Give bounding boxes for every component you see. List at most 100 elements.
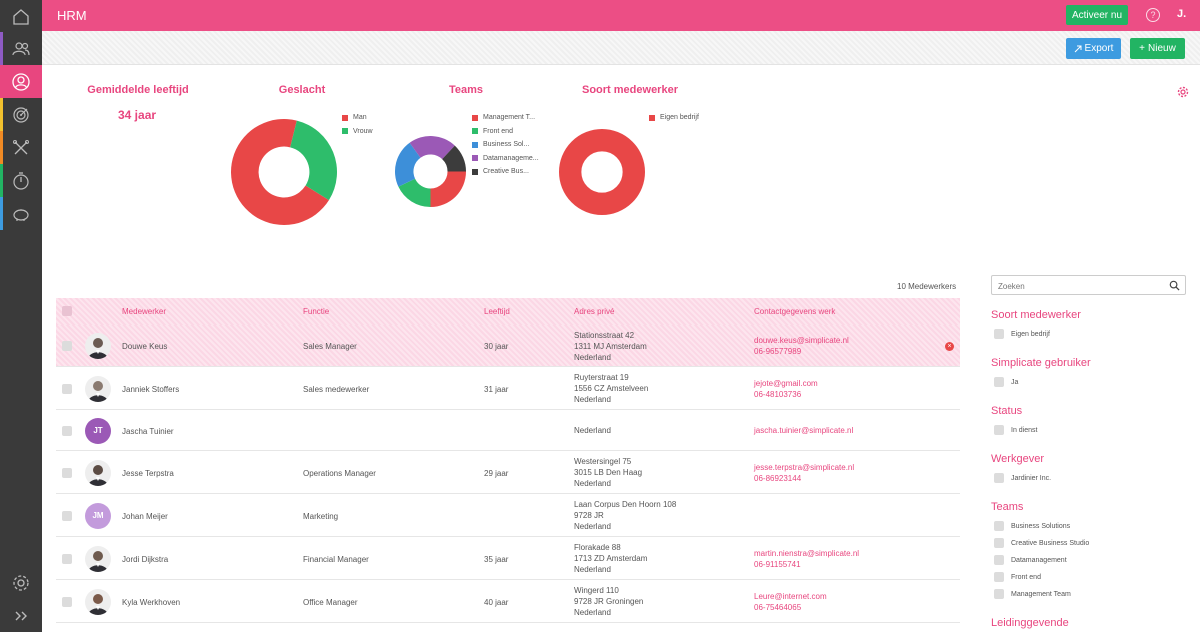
filter-option[interactable]: Management Team <box>994 589 1071 599</box>
header-age[interactable]: Leeftijd <box>484 307 510 316</box>
select-all-checkbox[interactable] <box>62 306 72 316</box>
employee-name[interactable]: Jordi Dijkstra <box>122 554 169 564</box>
employee-name[interactable]: Johan Meijer <box>122 511 168 521</box>
sidebar-item-invoicing[interactable] <box>0 197 42 230</box>
contact-email-link[interactable]: jejote@gmail.com <box>754 378 818 388</box>
donut-slice-datamanageme[interactable] <box>409 136 455 160</box>
sidebar-item-home[interactable] <box>0 0 42 33</box>
contact-email-link[interactable]: Leure@internet.com <box>754 591 827 601</box>
filter-checkbox[interactable] <box>994 572 1004 582</box>
employee-name[interactable]: Douwe Keus <box>122 342 168 351</box>
legend-item[interactable]: Front end <box>472 125 539 139</box>
employee-name[interactable]: Kyla Werkhoven <box>122 597 181 607</box>
employee-address: Westersingel 75 3015 LB Den Haag Nederland <box>574 456 642 489</box>
header-function[interactable]: Functie <box>303 307 330 316</box>
new-button[interactable]: + Nieuw <box>1130 38 1185 59</box>
employee-name[interactable]: Jascha Tuinier <box>122 426 174 436</box>
filter-option[interactable]: Ja <box>994 377 1018 387</box>
employee-age: 31 jaar <box>484 384 509 394</box>
help-icon[interactable]: ? <box>1146 8 1160 22</box>
filter-option[interactable]: Jardinier Inc. <box>994 473 1051 483</box>
filter-option[interactable]: Front end <box>994 572 1041 582</box>
contact-email-link[interactable]: martin.nienstra@simplicate.nl <box>754 548 860 558</box>
sidebar-settings[interactable] <box>0 566 42 599</box>
legend-item[interactable]: Vrouw <box>342 125 373 139</box>
table-row[interactable]: JM Johan Meijer Marketing Laan Corpus Den H… <box>56 494 960 537</box>
filter-option[interactable]: Eigen bedrijf <box>994 329 1050 339</box>
legend-item[interactable]: Creative Bus... <box>472 165 539 179</box>
filter-checkbox[interactable] <box>994 329 1004 339</box>
chart-settings-icon[interactable] <box>1177 86 1189 98</box>
filter-checkbox[interactable] <box>994 521 1004 531</box>
user-menu[interactable]: J. <box>1177 8 1187 20</box>
filter-checkbox[interactable] <box>994 377 1004 387</box>
row-checkbox[interactable] <box>62 341 72 351</box>
sidebar-item-sales[interactable] <box>0 98 42 131</box>
table-row[interactable]: Jordi Dijkstra Financial Manager 35 jaar Fl… <box>56 537 960 580</box>
filter-checkbox[interactable] <box>994 555 1004 565</box>
filter-option[interactable]: Business Solutions <box>994 521 1070 531</box>
filter-option[interactable]: In dienst <box>994 425 1037 435</box>
sidebar-item-projects[interactable] <box>0 131 42 164</box>
sidebar-item-hrm[interactable] <box>0 65 42 98</box>
remove-icon[interactable]: × <box>945 342 954 351</box>
row-checkbox[interactable] <box>62 510 72 521</box>
search-icon[interactable] <box>1169 280 1180 291</box>
row-checkbox[interactable] <box>62 596 72 607</box>
table-row[interactable]: JT Jascha Tuinier Nederland jascha.tuinier@… <box>56 410 960 451</box>
sidebar-item-people[interactable] <box>0 32 42 65</box>
contact-phone-link[interactable]: 06-91155741 <box>754 559 801 569</box>
table-row[interactable]: Kyla Werkhoven Office Manager 40 jaar Winge… <box>56 580 960 623</box>
employee-name[interactable]: Jesse Terpstra <box>122 468 174 478</box>
filter-checkbox[interactable] <box>994 425 1004 435</box>
avg-age-title: Gemiddelde leeftijd <box>87 84 189 96</box>
legend-item[interactable]: Eigen bedrijf <box>649 111 699 125</box>
contact-email-link[interactable]: jascha.tuinier@simplicate.nl <box>754 426 854 435</box>
row-checkbox[interactable] <box>62 383 72 394</box>
filter-option[interactable]: Datamanagement <box>994 555 1067 565</box>
employee-type-legend: Eigen bedrijf <box>649 111 699 125</box>
contact-phone-link[interactable]: 06-86923144 <box>754 473 802 483</box>
row-checkbox[interactable] <box>62 425 72 436</box>
sidebar-expand[interactable] <box>0 599 42 632</box>
legend-item[interactable]: Datamanageme... <box>472 152 539 166</box>
donut-slice-eigen-bedrijf[interactable] <box>559 129 645 215</box>
donut-slice-management-t[interactable] <box>430 171 467 208</box>
address-line: Stationsstraat 42 <box>574 330 635 340</box>
donut-slice-man[interactable] <box>231 119 329 225</box>
contact-phone-link[interactable]: 06-75464065 <box>754 602 802 612</box>
contact-email-link[interactable]: jesse.terpstra@simplicate.nl <box>754 462 855 472</box>
donut-slice-creative-bus[interactable] <box>442 145 466 172</box>
donut-slice-front-end[interactable] <box>398 178 431 207</box>
donut-slice-vrouw[interactable] <box>290 120 337 201</box>
employee-name[interactable]: Janniek Stoffers <box>122 384 180 394</box>
table-row[interactable]: Douwe Keus Sales Manager 30 jaar Stationsst… <box>56 325 960 367</box>
export-button[interactable]: Export <box>1066 38 1121 59</box>
sidebar-item-hours[interactable] <box>0 164 42 197</box>
filter-option-label: Creative Business Studio <box>1011 539 1090 547</box>
activate-button[interactable]: Activeer nu <box>1066 5 1128 25</box>
legend-item[interactable]: Management T... <box>472 111 539 125</box>
row-checkbox[interactable] <box>62 467 72 478</box>
search-field[interactable] <box>991 275 1186 296</box>
row-checkbox[interactable] <box>62 553 72 564</box>
table-row[interactable]: Janniek Stoffers Sales medewerker 31 jaar R… <box>56 367 960 410</box>
contact-email-link[interactable]: douwe.keus@simplicate.nl <box>754 336 849 345</box>
filter-checkbox[interactable] <box>994 538 1004 548</box>
filter-checkbox[interactable] <box>994 473 1004 483</box>
avatar <box>85 333 111 359</box>
donut-slice-business-sol[interactable] <box>395 142 421 187</box>
employee-age: 29 jaar <box>484 468 509 478</box>
table-row[interactable]: Jesse Terpstra Operations Manager 29 jaar W… <box>56 451 960 494</box>
search-input[interactable] <box>992 277 1162 296</box>
contact-phone-link[interactable]: 06-96577989 <box>754 347 802 356</box>
settings-icon <box>13 574 29 591</box>
legend-item[interactable]: Business Sol... <box>472 138 539 152</box>
filter-option[interactable]: Creative Business Studio <box>994 538 1089 548</box>
header-address[interactable]: Adres privé <box>574 307 615 316</box>
legend-item[interactable]: Man <box>342 111 373 125</box>
contact-phone-link[interactable]: 06-48103736 <box>754 389 802 399</box>
header-employee[interactable]: Medewerker <box>122 307 167 316</box>
filter-checkbox[interactable] <box>994 589 1004 599</box>
header-contact[interactable]: Contactgegevens werk <box>754 307 836 316</box>
